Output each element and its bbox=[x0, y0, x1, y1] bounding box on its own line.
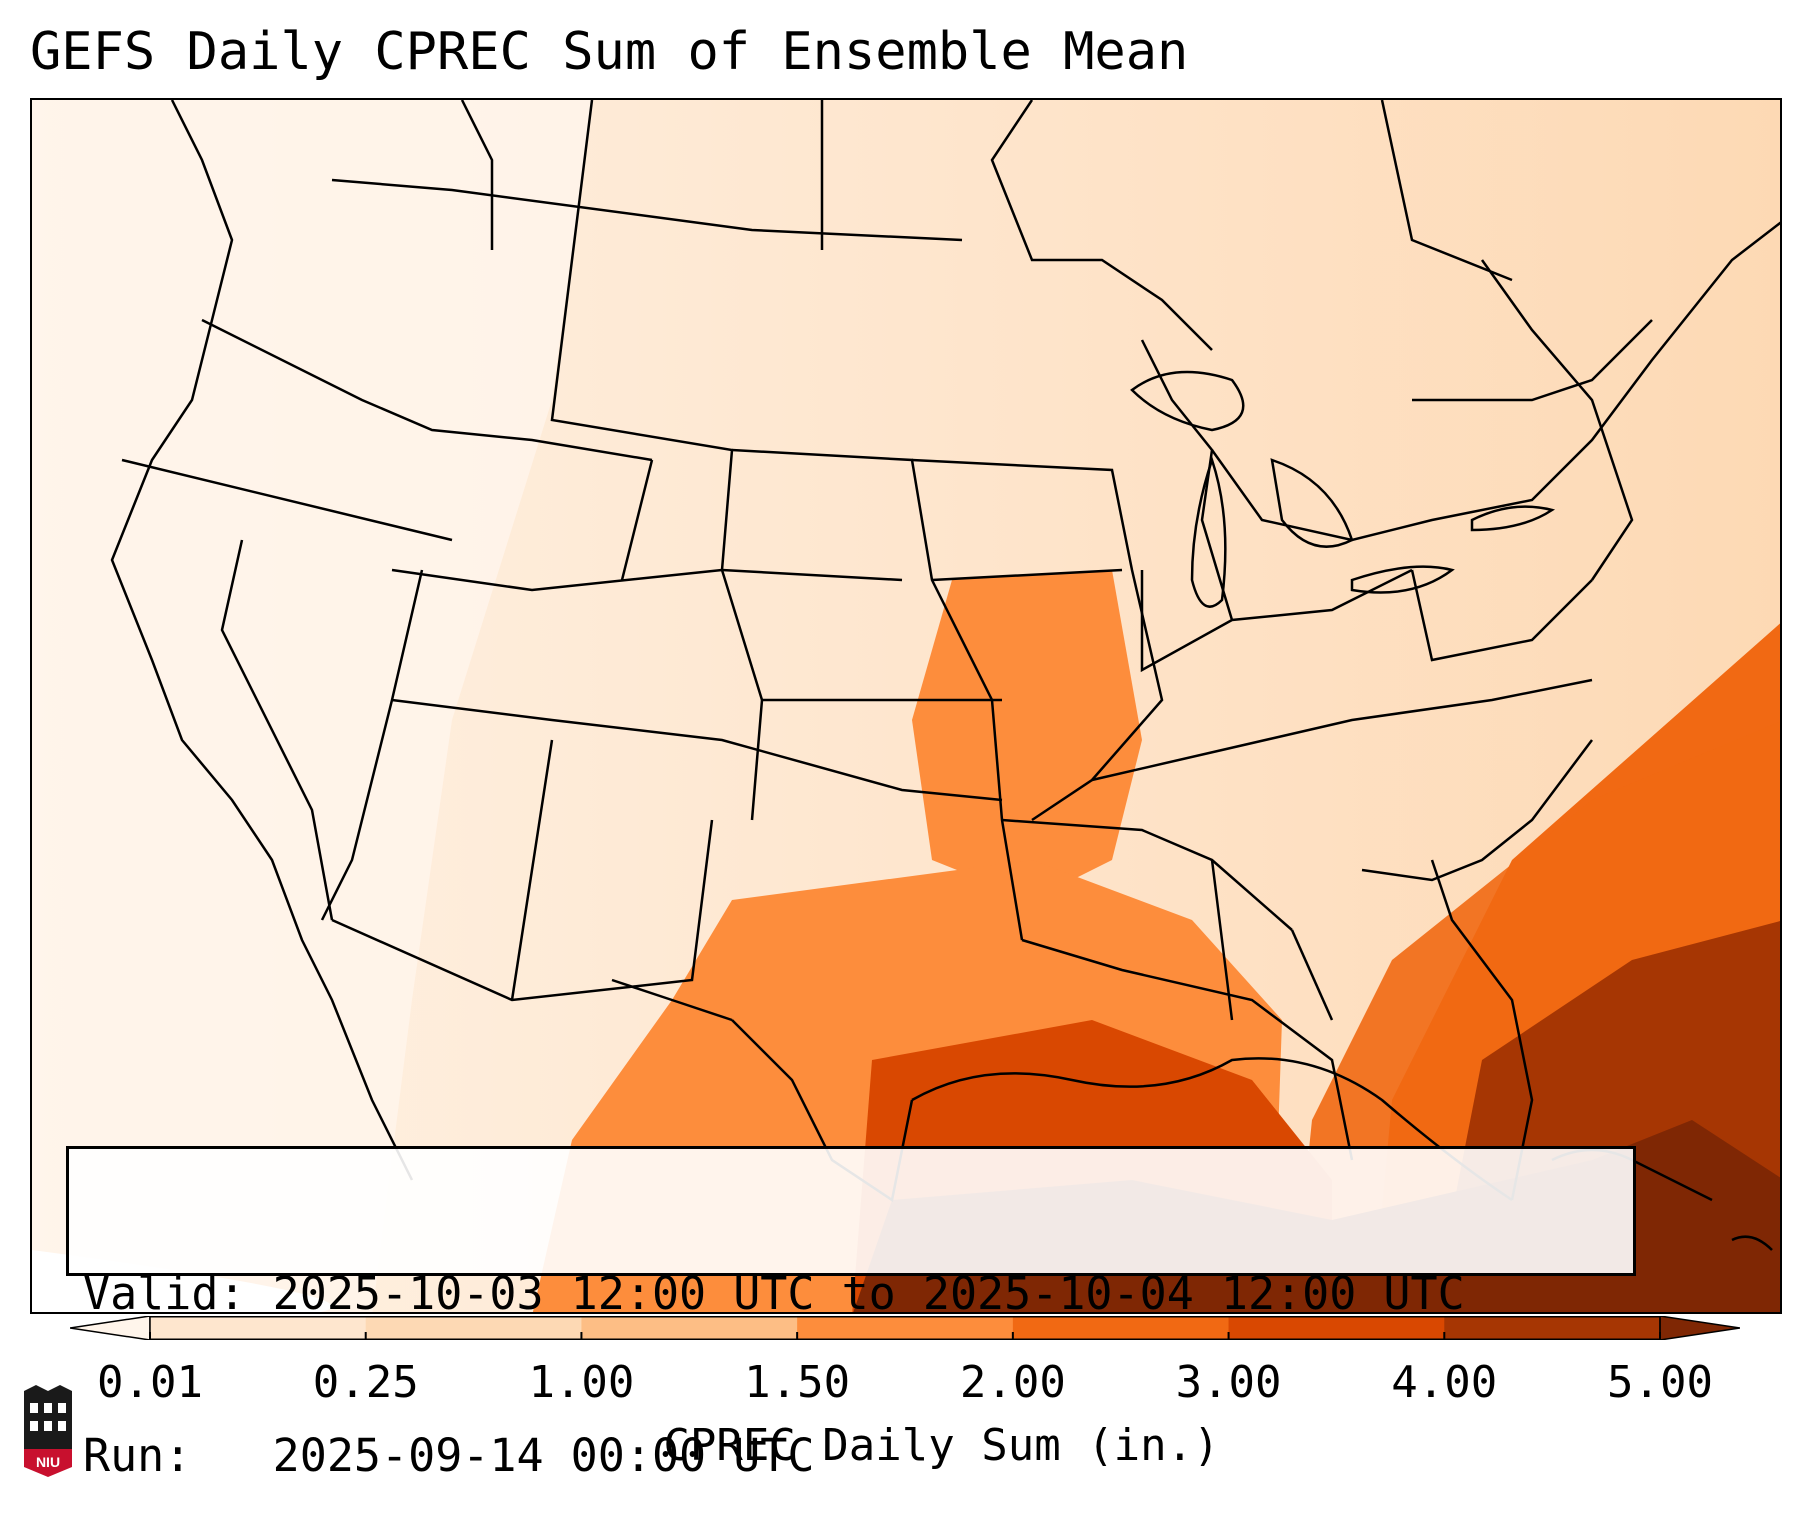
map-title: GEFS Daily CPREC Sum of Ensemble Mean bbox=[30, 22, 1189, 82]
map-canvas bbox=[32, 100, 1780, 1312]
colorbar-tick-label: 1.00 bbox=[528, 1357, 635, 1408]
colorbar-bin bbox=[581, 1316, 798, 1340]
colorbar bbox=[70, 1316, 1740, 1340]
colorbar-tick-label: 0.25 bbox=[312, 1357, 419, 1408]
colorbar-bin bbox=[365, 1316, 582, 1340]
precip-field-mississippi bbox=[912, 570, 1142, 900]
colorbar-tick-label: 3.00 bbox=[1175, 1357, 1282, 1408]
valid-run-info-box: Valid: 2025-10-03 12:00 UTC to 2025-10-0… bbox=[66, 1146, 1636, 1482]
niu-logo-icon: NIU bbox=[24, 1385, 72, 1477]
colorbar-bin bbox=[797, 1316, 1014, 1340]
colorbar-tick-label: 5.00 bbox=[1607, 1357, 1713, 1408]
colorbar-bin bbox=[1444, 1316, 1661, 1340]
colorbar-tick-label: 1.50 bbox=[744, 1357, 851, 1408]
run-time-text: Run: 2025-09-14 00:00 UTC bbox=[83, 1429, 815, 1482]
colorbar-outline bbox=[149, 1316, 1661, 1340]
colorbar-tick-label: 4.00 bbox=[1391, 1357, 1498, 1408]
colorbar-extend-high bbox=[1659, 1316, 1740, 1340]
colorbar-bin bbox=[1228, 1316, 1445, 1340]
colorbar-extend-low bbox=[70, 1316, 151, 1340]
state-boundaries bbox=[110, 100, 1780, 1203]
colorbar-bin bbox=[1012, 1316, 1230, 1340]
svg-text:NIU: NIU bbox=[36, 1454, 60, 1470]
colorbar-tick-label: 0.01 bbox=[97, 1357, 203, 1408]
great-lakes bbox=[1130, 370, 1556, 608]
colorbar-tick-label: 2.00 bbox=[959, 1357, 1066, 1408]
valid-time-text: Valid: 2025-10-03 12:00 UTC to 2025-10-0… bbox=[83, 1267, 1465, 1320]
precip-field-west-light bbox=[32, 100, 592, 1312]
colorbar-bin bbox=[150, 1316, 367, 1340]
precipitation-map bbox=[30, 98, 1782, 1314]
colorbar-label: CPREC Daily Sum (in.) bbox=[663, 1420, 1220, 1471]
